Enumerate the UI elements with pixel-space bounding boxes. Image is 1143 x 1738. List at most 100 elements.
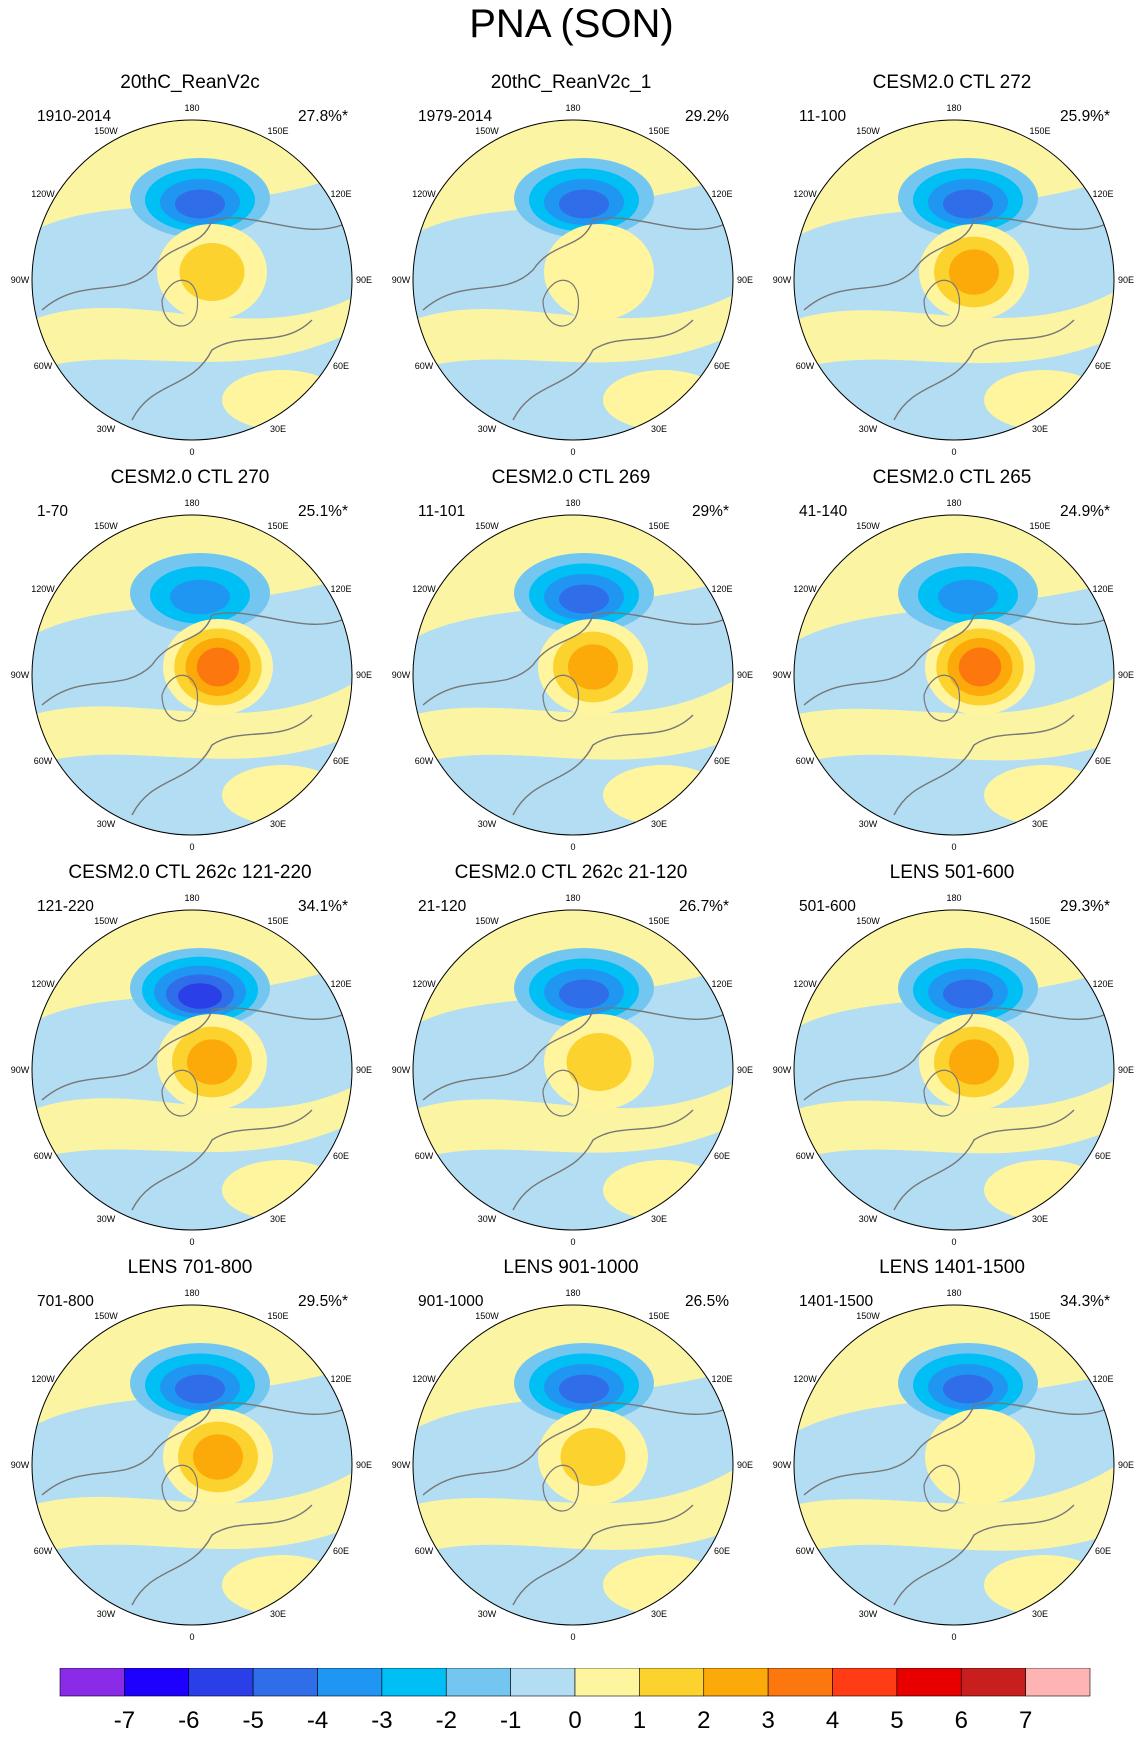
colorbar-label: 3 xyxy=(761,1707,774,1734)
longitude-label: 120E xyxy=(1092,979,1113,989)
panel-period: 11-100 xyxy=(799,108,847,125)
map-border xyxy=(31,1304,353,1626)
panel-title: 20thC_ReanV2c_1 xyxy=(490,72,652,93)
positive-region xyxy=(603,370,723,430)
colorbar-swatch xyxy=(832,1668,898,1697)
longitude-label: 90E xyxy=(1118,1460,1134,1470)
longitude-label: 90E xyxy=(737,1065,753,1075)
longitude-label: 90W xyxy=(392,1460,411,1470)
colorbar-label: 7 xyxy=(1019,1707,1032,1734)
positive-region xyxy=(794,1081,1114,1160)
panel-title: 20thC_ReanV2c xyxy=(120,72,260,93)
map-field xyxy=(794,120,1114,440)
greenland-coast xyxy=(542,1464,580,1512)
panel-variance: 29.2% xyxy=(685,108,729,125)
panel-period: 1979-2014 xyxy=(418,108,493,125)
longitude-label: 150E xyxy=(1029,521,1050,531)
longitude-label: 90W xyxy=(392,1065,411,1075)
longitude-label: 0 xyxy=(951,1632,956,1642)
panel-variance: 24.9%* xyxy=(1060,503,1110,520)
longitude-label: 150E xyxy=(1029,1311,1050,1321)
longitude-label: 30W xyxy=(478,1214,497,1224)
longitude-label: 0 xyxy=(951,1237,956,1247)
polar-map: 180 150E 120E 90E 60E 30E 0 30W 60W 90W 120W 150W xyxy=(392,498,753,852)
coastline xyxy=(512,1109,694,1211)
longitude-label: 150E xyxy=(648,126,669,136)
polar-map: 180 150E 120E 90E 60E 30E 0 30W 60W 90W 120W 150W xyxy=(392,893,753,1247)
longitude-label: 60E xyxy=(1095,361,1111,371)
longitude-label: 60W xyxy=(796,1546,815,1556)
negative-contour xyxy=(943,979,993,1009)
longitude-label: 30E xyxy=(651,1214,667,1224)
longitude-label: 30W xyxy=(97,424,116,434)
panel-title: CESM2.0 CTL 262c 21-120 xyxy=(454,862,688,883)
panel-variance: 29.5%* xyxy=(298,1293,348,1310)
negative-contour xyxy=(559,1374,609,1404)
longitude-label: 90E xyxy=(737,670,753,680)
greenland-coast xyxy=(542,1069,580,1117)
colorbar-label: -6 xyxy=(178,1707,199,1734)
colorbar-swatch xyxy=(1025,1668,1091,1697)
map-border xyxy=(31,909,353,1231)
positive-region xyxy=(413,1084,733,1160)
longitude-label: 180 xyxy=(184,103,199,113)
positive-region xyxy=(32,298,352,370)
positive-region xyxy=(222,765,342,825)
colorbar-label: 0 xyxy=(568,1707,581,1734)
map-field xyxy=(413,910,733,1230)
longitude-label: 90E xyxy=(356,670,372,680)
map-panel: CESM2.0 CTL 269 11-101 29%* 180 150E 120E 90E 6… xyxy=(381,467,761,863)
longitude-label: 30E xyxy=(270,1609,286,1619)
positive-contour xyxy=(925,1409,1035,1505)
greenland-coast xyxy=(161,1464,199,1512)
colorbar-swatch xyxy=(639,1668,705,1697)
longitude-label: 30W xyxy=(859,819,878,829)
colorbar-swatch xyxy=(124,1668,190,1697)
greenland-coast xyxy=(923,279,961,327)
map-field xyxy=(794,1305,1114,1625)
map-border xyxy=(793,119,1115,441)
longitude-label: 30E xyxy=(651,819,667,829)
positive-contour xyxy=(560,1428,626,1486)
longitude-label: 150W xyxy=(856,1311,880,1321)
longitude-label: 120E xyxy=(711,979,732,989)
longitude-label: 60W xyxy=(796,756,815,766)
longitude-label: 30E xyxy=(651,1609,667,1619)
colorbar-swatch xyxy=(188,1668,254,1697)
longitude-label: 30W xyxy=(478,819,497,829)
longitude-label: 60E xyxy=(714,361,730,371)
polar-map: 180 150E 120E 90E 60E 30E 0 30W 60W 90W 120W 150W xyxy=(773,498,1134,852)
longitude-label: 120W xyxy=(412,979,436,989)
map-panel: CESM2.0 CTL 265 41-140 24.9%* 180 150E 120E 90… xyxy=(762,467,1142,863)
positive-contour xyxy=(544,224,654,320)
panel-period: 1910-2014 xyxy=(37,108,112,125)
longitude-label: 120W xyxy=(793,189,817,199)
longitude-label: 0 xyxy=(570,1237,575,1247)
longitude-label: 0 xyxy=(189,1632,194,1642)
map-field xyxy=(32,1305,352,1625)
map-panel: LENS 701-800 701-800 29.5%* 180 150E 120E 90E 6… xyxy=(0,1257,380,1653)
longitude-label: 180 xyxy=(565,893,580,903)
map-field xyxy=(794,910,1114,1230)
coastline xyxy=(803,217,1105,311)
longitude-label: 60E xyxy=(333,756,349,766)
map-field xyxy=(32,910,352,1230)
longitude-label: 30W xyxy=(97,1214,116,1224)
coastline xyxy=(131,319,313,421)
coastline xyxy=(803,1007,1105,1101)
coastline xyxy=(893,1504,1075,1606)
map-field xyxy=(32,120,352,440)
positive-region xyxy=(794,292,1114,370)
longitude-label: 150E xyxy=(267,126,288,136)
colorbar-swatch xyxy=(896,1668,962,1697)
longitude-label: 120W xyxy=(31,584,55,594)
longitude-label: 0 xyxy=(951,447,956,457)
coastline xyxy=(893,714,1075,816)
panel-period: 41-140 xyxy=(799,503,848,520)
panel-title: CESM2.0 CTL 272 xyxy=(872,72,1032,93)
positive-contour xyxy=(196,647,240,687)
longitude-label: 90W xyxy=(773,1460,792,1470)
negative-contour xyxy=(175,1374,225,1404)
longitude-label: 0 xyxy=(570,842,575,852)
map-panel: CESM2.0 CTL 270 1-70 25.1%* 180 150E 120E 90E 6… xyxy=(0,467,380,863)
